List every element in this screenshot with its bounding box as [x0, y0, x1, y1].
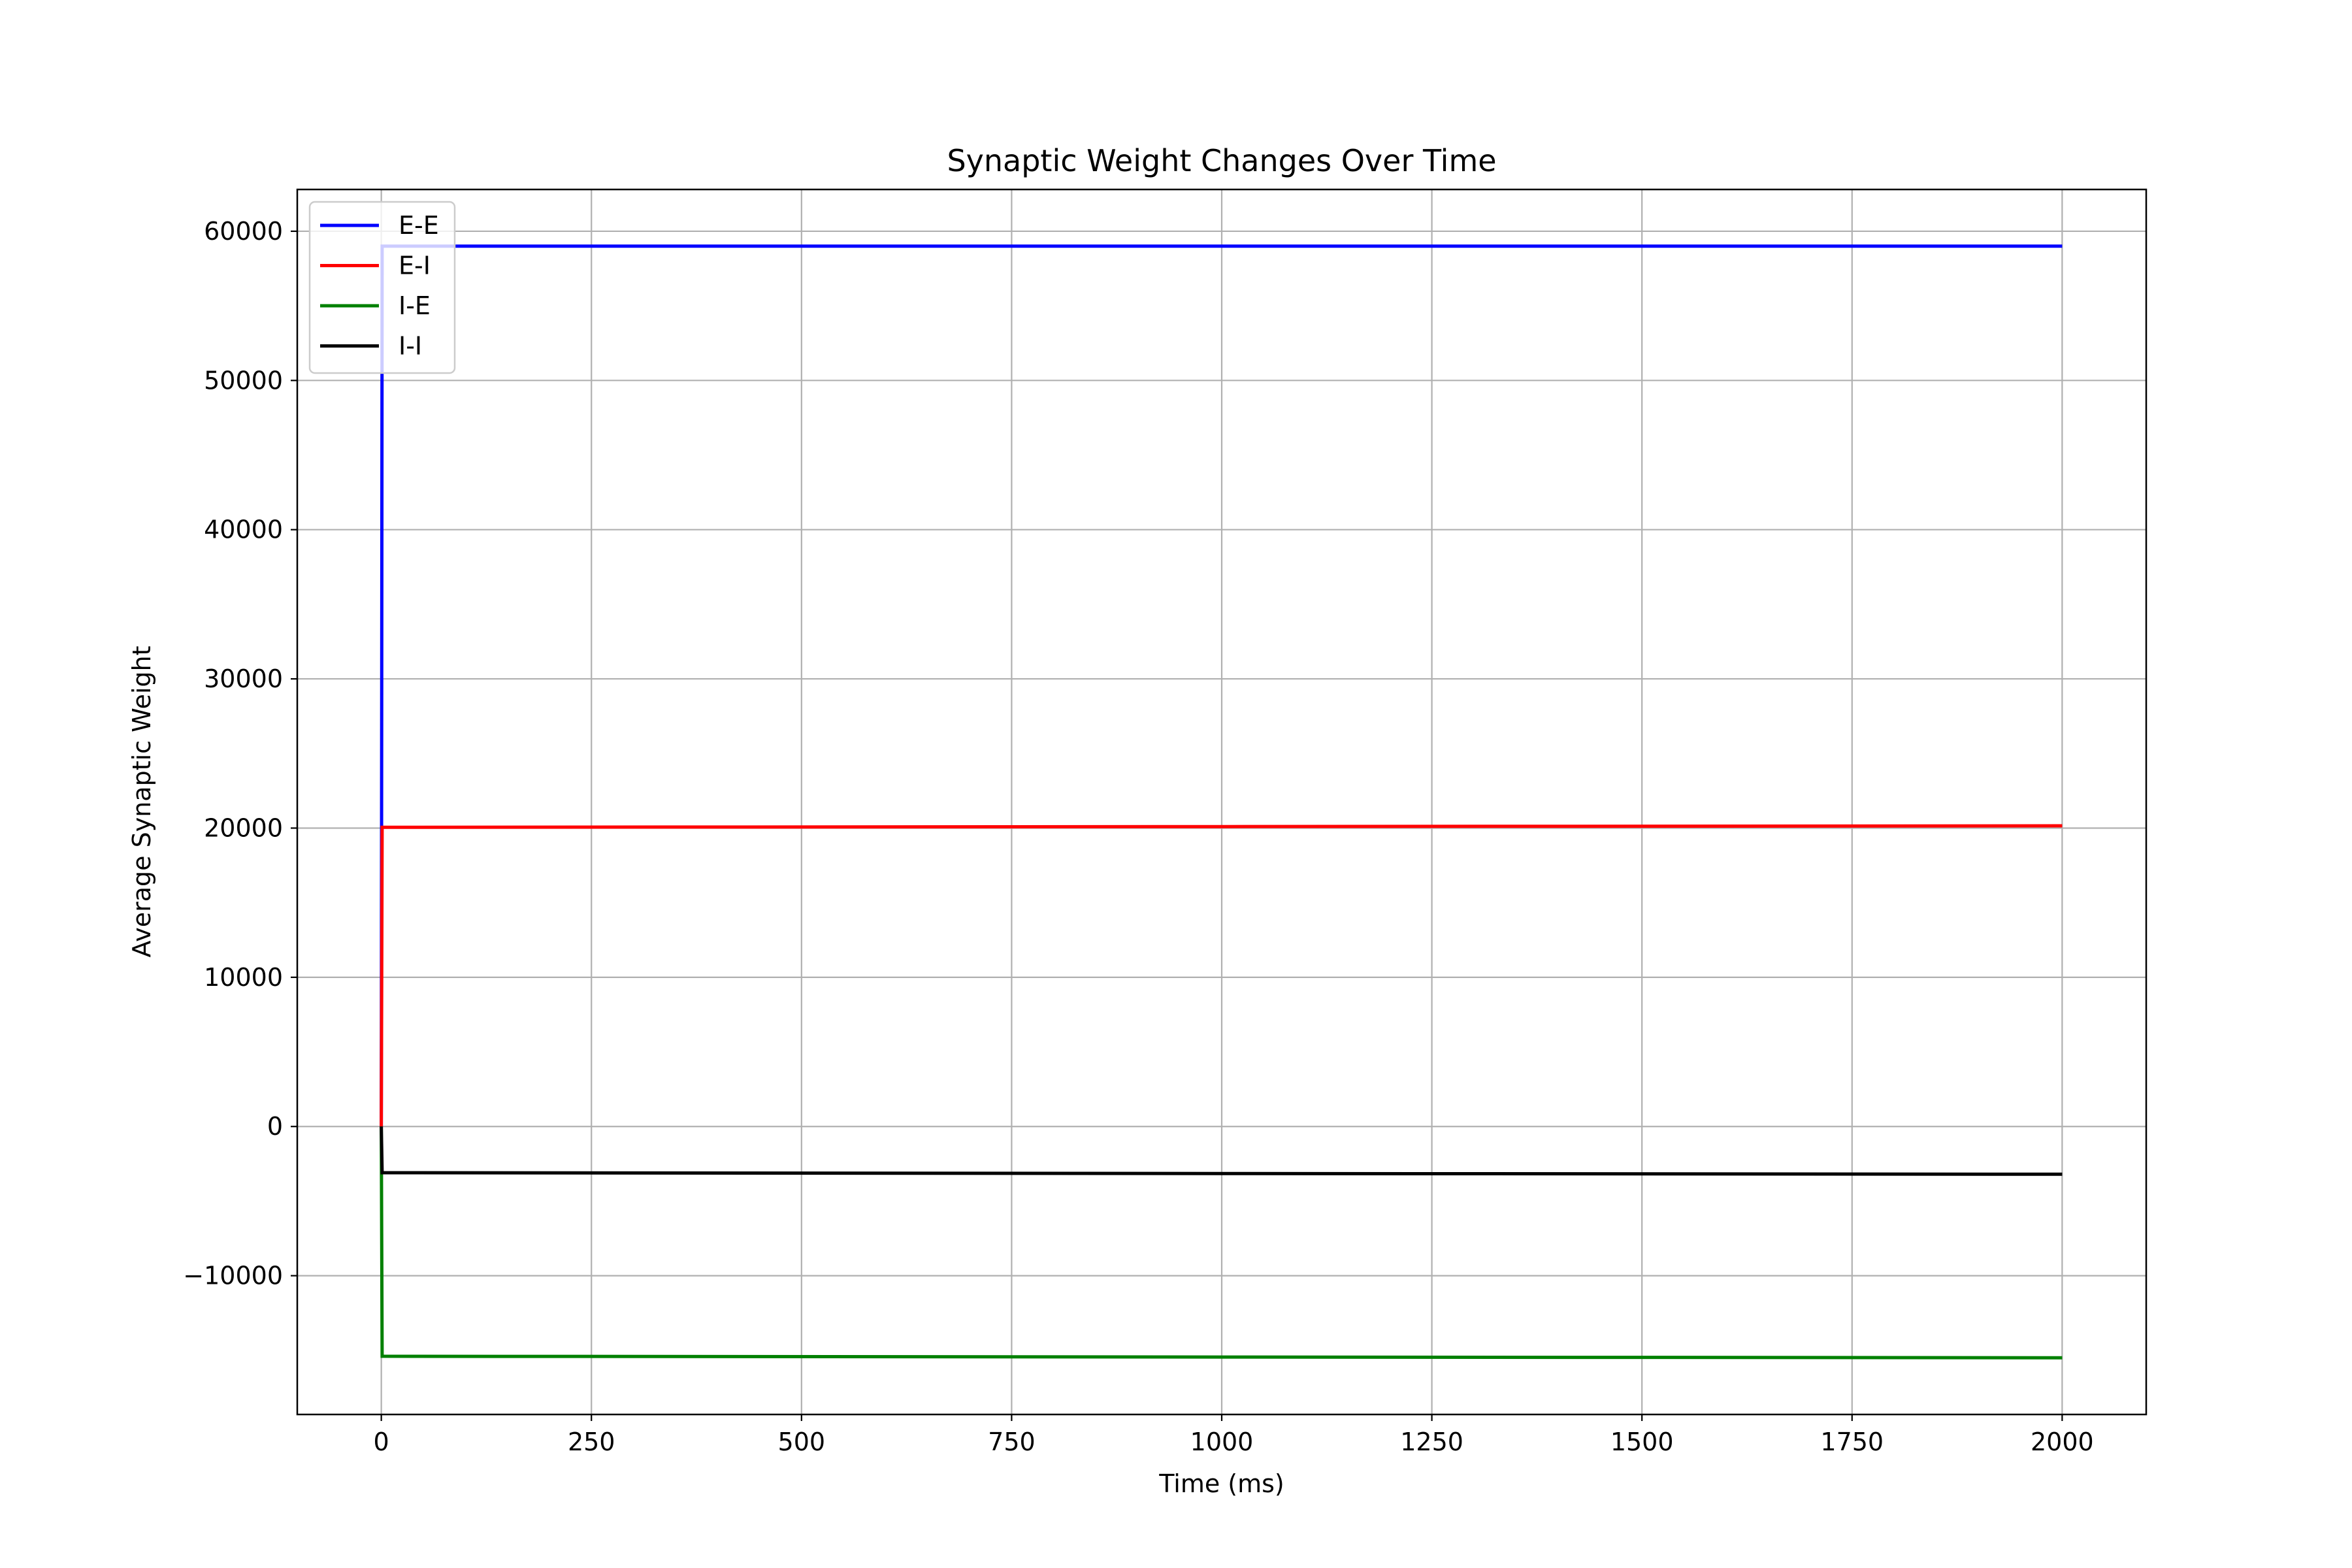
- x-tick-label: 1750: [1820, 1428, 1884, 1456]
- x-tick-label: 1250: [1400, 1428, 1463, 1456]
- x-axis-label: Time (ms): [1158, 1469, 1284, 1498]
- y-tick-label: 0: [267, 1112, 283, 1141]
- y-tick-label: 40000: [204, 515, 283, 544]
- x-tick-label: 0: [374, 1428, 389, 1456]
- x-tick-label: 750: [988, 1428, 1036, 1456]
- grid: [297, 189, 2146, 1414]
- y-tick-label: 20000: [204, 813, 283, 842]
- ticks: 0 250 500 750 1000 1250 1500 1750 2000 −10000 0 100…: [183, 217, 2093, 1456]
- legend-label: E-E: [399, 211, 439, 240]
- y-tick-label: 30000: [204, 664, 283, 693]
- series-line-e-e: [380, 244, 2063, 1127]
- y-tick-label: 50000: [204, 366, 283, 395]
- legend-label: I-I: [399, 332, 422, 361]
- legend-label: E-I: [399, 252, 431, 280]
- y-tick-label: 60000: [204, 217, 283, 246]
- legend-label: I-E: [399, 291, 431, 320]
- series-line-i-e: [380, 1126, 2063, 1360]
- series-line-e-i: [380, 824, 2063, 1127]
- x-tick-label: 2000: [2031, 1428, 2094, 1456]
- series-lines: [380, 244, 2063, 1360]
- x-tick-label: 1500: [1610, 1428, 1674, 1456]
- legend-box: [308, 201, 456, 374]
- x-tick-label: 1000: [1190, 1428, 1254, 1456]
- legend-entries: E-E E-I I-E I-I: [320, 211, 439, 361]
- y-axis-label: Average Synaptic Weight: [127, 645, 156, 957]
- x-tick-label: 500: [778, 1428, 826, 1456]
- chart-title: Synaptic Weight Changes Over Time: [947, 143, 1496, 178]
- legend: E-E E-I I-E I-I: [308, 201, 456, 374]
- series-line-i-i: [380, 1126, 2063, 1176]
- y-tick-label: −10000: [183, 1262, 283, 1290]
- x-tick-label: 250: [568, 1428, 615, 1456]
- y-tick-label: 10000: [204, 963, 283, 992]
